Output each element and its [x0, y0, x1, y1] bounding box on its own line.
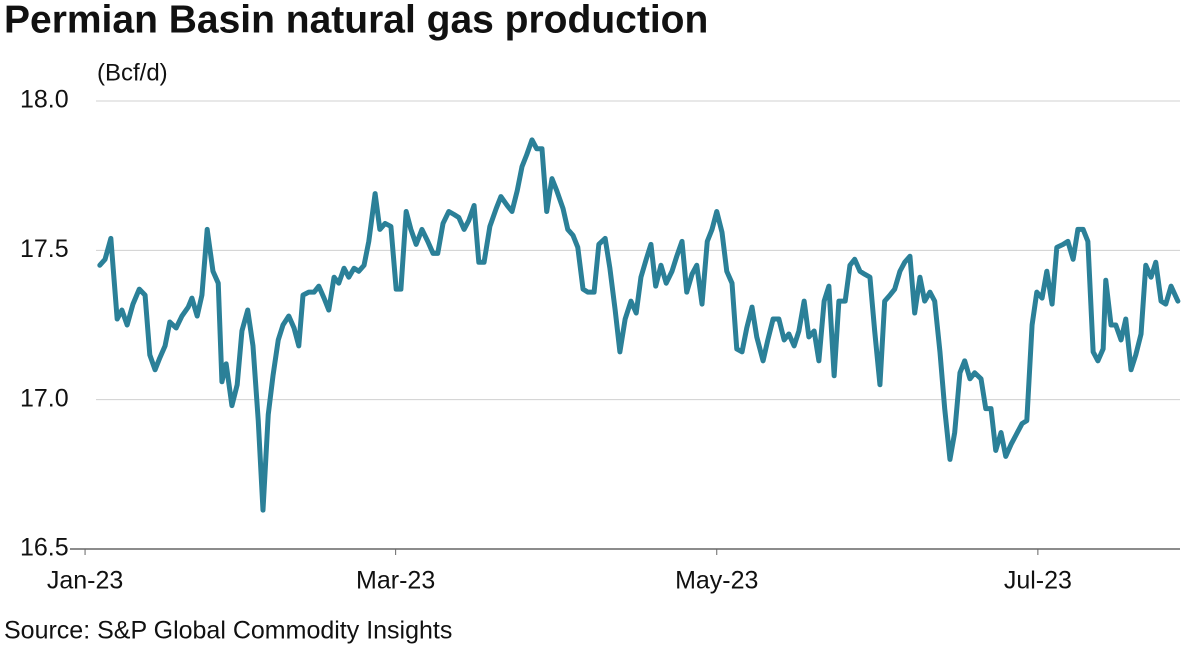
y-axis-label: (Bcf/d) — [97, 59, 168, 86]
y-tick-label: 17.0 — [20, 384, 69, 412]
chart-title: Permian Basin natural gas production — [4, 0, 708, 41]
source: Source: S&P Global Commodity Insights — [4, 617, 452, 645]
x-tick-label: Jan-23 — [47, 567, 123, 595]
x-tick-label: Jul-23 — [1004, 567, 1072, 595]
line-series — [97, 137, 1181, 513]
y-tick-label: 17.5 — [20, 235, 69, 263]
x-tick-label: Mar-23 — [356, 567, 435, 595]
x-tick-label: May-23 — [675, 567, 758, 595]
y-tick-label: 16.5 — [20, 534, 69, 562]
y-tick-label: 18.0 — [20, 86, 69, 114]
